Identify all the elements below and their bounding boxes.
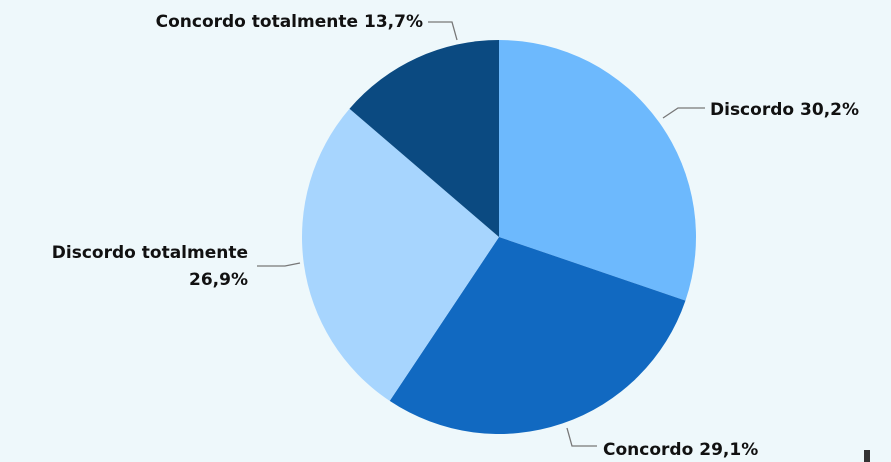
corner-mark <box>864 450 870 462</box>
slice-category-label: Discordo totalmente <box>52 243 248 263</box>
slice-category-label: Discordo <box>710 100 794 120</box>
slice-label: Concordo 29,1% <box>603 440 758 460</box>
pie-slice <box>301 108 499 401</box>
slice-label: 26,9% <box>189 270 248 290</box>
slice-value-label: 29,1% <box>699 440 758 460</box>
slice-label: Discordo 30,2% <box>710 100 859 120</box>
pie-slice <box>499 40 696 301</box>
leader-line <box>257 262 301 267</box>
leader-line <box>566 427 597 447</box>
slice-value-label: 13,7% <box>364 12 423 32</box>
pie-slice <box>389 237 686 434</box>
leader-line <box>428 21 458 41</box>
slice-label: Discordo totalmente <box>52 243 248 263</box>
slice-value-label: 30,2% <box>800 100 859 120</box>
leader-line <box>662 107 705 119</box>
slice-label: Concordo totalmente 13,7% <box>156 12 423 32</box>
slice-category-label: Concordo totalmente <box>156 12 358 32</box>
pie-slice <box>349 40 499 237</box>
slice-category-label: Concordo <box>603 440 693 460</box>
slice-value-label: 26,9% <box>189 270 248 290</box>
